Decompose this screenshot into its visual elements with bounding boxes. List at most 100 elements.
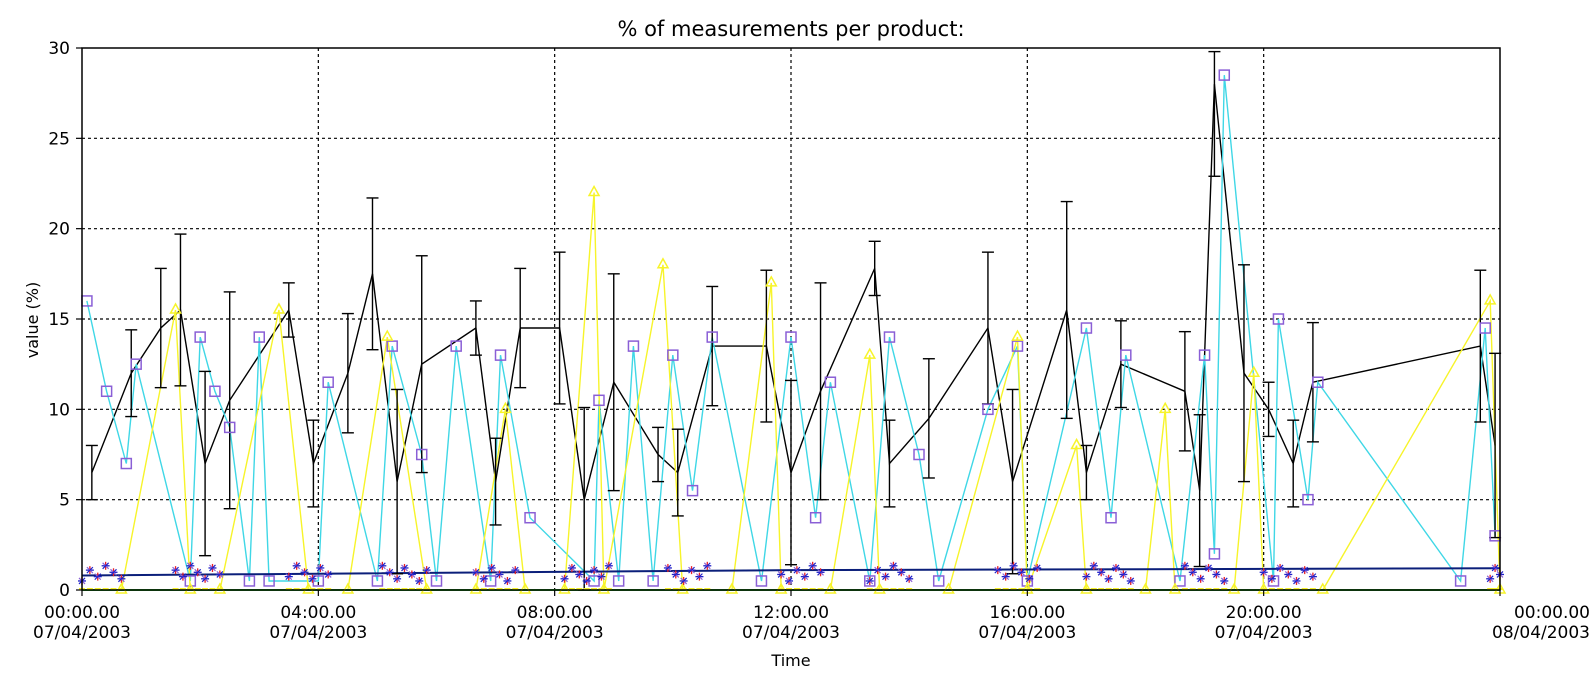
star-marker xyxy=(590,566,599,575)
point-marker-square xyxy=(194,331,206,343)
point-marker-square xyxy=(253,331,265,343)
x-tick-date-label: 08/04/2003 xyxy=(1492,623,1590,643)
star-marker xyxy=(881,572,890,581)
star-marker xyxy=(85,566,94,575)
point-marker-square xyxy=(864,575,876,587)
point-marker-square xyxy=(809,511,822,524)
point-marker-triangle xyxy=(518,582,532,594)
star-marker xyxy=(1259,568,1268,577)
star-marker xyxy=(1126,576,1135,585)
point-marker-square xyxy=(593,394,605,407)
x-tick-date-label: 07/04/2003 xyxy=(1215,623,1313,643)
star-marker xyxy=(109,568,118,577)
star-marker xyxy=(663,563,672,572)
point-marker-square xyxy=(184,575,197,587)
star-marker xyxy=(201,574,210,583)
star-marker xyxy=(316,563,325,572)
star-marker xyxy=(215,570,224,579)
star-marker xyxy=(889,561,898,570)
star-marker xyxy=(1033,563,1042,572)
star-marker xyxy=(471,568,480,577)
star-marker xyxy=(687,566,696,575)
star-marker xyxy=(1300,566,1309,575)
point-marker-square xyxy=(1302,493,1314,506)
point-marker-triangle xyxy=(656,257,670,269)
point-marker-square xyxy=(322,376,334,388)
point-marker-square xyxy=(785,331,797,343)
star-marker xyxy=(385,568,394,577)
point-marker-square xyxy=(494,349,507,361)
star-marker xyxy=(415,576,424,585)
point-marker-triangle xyxy=(1158,401,1172,414)
star-marker xyxy=(1025,574,1034,583)
point-marker-square xyxy=(913,448,925,461)
x-tick-date-label: 07/04/2003 xyxy=(506,623,604,643)
point-marker-square xyxy=(223,421,236,434)
star-marker xyxy=(905,574,914,583)
point-marker-triangle xyxy=(942,582,955,594)
star-marker xyxy=(1292,576,1301,585)
point-marker-triangle xyxy=(1139,582,1152,594)
star-marker xyxy=(873,566,882,575)
point-marker-square xyxy=(120,457,133,470)
point-marker-square xyxy=(883,331,896,343)
star-marker xyxy=(1486,574,1495,583)
x-tick-time-label: 00:00.00 xyxy=(1514,603,1590,623)
star-marker xyxy=(1001,572,1010,581)
star-marker xyxy=(93,572,102,581)
point-marker-triangle xyxy=(380,329,394,341)
series-line-cyan xyxy=(86,75,1496,583)
star-marker xyxy=(1196,574,1205,583)
star-marker xyxy=(808,561,817,570)
star-marker xyxy=(101,561,110,570)
point-marker-triangle xyxy=(863,347,877,359)
point-marker-square xyxy=(932,575,945,587)
star-marker xyxy=(575,570,584,579)
star-marker xyxy=(292,561,301,570)
point-marker-square xyxy=(1479,322,1491,334)
star-marker xyxy=(1212,570,1221,579)
point-marker-triangle xyxy=(169,302,182,314)
star-marker xyxy=(785,576,794,585)
star-marker xyxy=(703,561,712,570)
series-line-black xyxy=(91,84,1496,500)
star-marker xyxy=(479,574,488,583)
star-marker xyxy=(560,574,569,583)
star-marker xyxy=(792,566,801,575)
x-tick-date-label: 07/04/2003 xyxy=(978,623,1076,643)
x-tick-time-label: 00:00.00 xyxy=(44,603,120,623)
star-marker xyxy=(178,572,187,581)
star-marker xyxy=(816,568,825,577)
chart-title: % of measurements per product: xyxy=(617,17,964,41)
point-marker-square xyxy=(1021,575,1034,587)
star-marker xyxy=(1097,568,1106,577)
star-marker xyxy=(1111,563,1120,572)
point-marker-triangle xyxy=(765,275,778,287)
star-marker xyxy=(1009,561,1018,570)
point-marker-square xyxy=(612,575,625,587)
star-marker xyxy=(1188,568,1197,577)
y-tick-label: 10 xyxy=(48,400,70,420)
star-marker xyxy=(1220,576,1229,585)
star-marker xyxy=(422,566,431,575)
star-marker xyxy=(671,570,680,579)
point-marker-triangle xyxy=(1483,293,1497,305)
x-tick-date-label: 07/04/2003 xyxy=(742,623,840,643)
point-marker-square xyxy=(706,331,718,343)
point-marker-square xyxy=(1272,313,1285,325)
star-marker xyxy=(1089,561,1098,570)
y-tick-label: 30 xyxy=(48,39,70,59)
point-marker-square xyxy=(1080,322,1093,334)
y-tick-label: 0 xyxy=(59,581,70,601)
point-marker-square xyxy=(824,376,837,388)
star-marker xyxy=(193,568,202,577)
point-marker-triangle xyxy=(341,582,355,594)
point-marker-square xyxy=(371,575,384,587)
point-marker-square xyxy=(263,575,275,587)
point-marker-triangle xyxy=(1011,329,1024,341)
point-marker-square xyxy=(1218,69,1231,81)
star-marker xyxy=(1119,570,1128,579)
point-marker-square xyxy=(386,340,398,352)
star-marker xyxy=(1204,563,1213,572)
